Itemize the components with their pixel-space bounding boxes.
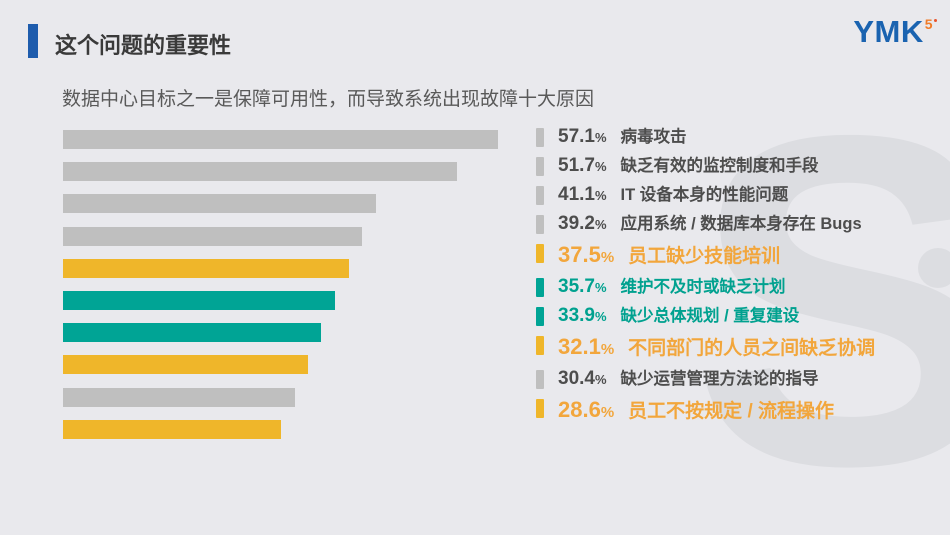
tick-dash	[536, 278, 544, 297]
item-percent: 57.1	[558, 126, 595, 147]
list-item: 30.4% 缺少运营管理方法论的指导	[536, 368, 892, 391]
percent-sign: %	[594, 372, 607, 387]
brand-logo-text: YMK	[853, 14, 924, 49]
tick-dash	[536, 244, 544, 263]
item-label: 维护不及时或缺乏计划	[620, 278, 786, 296]
chart-bar	[63, 420, 281, 439]
tick-dash	[536, 370, 544, 389]
item-label: 缺少总体规划 / 重复建设	[620, 307, 800, 325]
tick-dash	[536, 186, 544, 205]
list-item: 35.7% 维护不及时或缺乏计划	[536, 276, 892, 299]
item-label: 缺少运营管理方法论的指导	[620, 370, 819, 388]
percent-sign: %	[594, 217, 607, 232]
item-label: 不同部门的人员之间缺乏协调	[628, 338, 876, 359]
item-label: 病毒攻击	[620, 128, 687, 146]
list-item: 37.5% 员工缺少技能培训	[536, 242, 892, 270]
item-label: 员工不按规定 / 流程操作	[628, 401, 835, 422]
percent-sign: %	[600, 341, 615, 358]
item-label: 应用系统 / 数据库本身存在 Bugs	[620, 215, 862, 233]
chart-bar	[63, 291, 335, 310]
item-percent: 28.6	[558, 397, 601, 422]
reason-list: 57.1% 病毒攻击 51.7% 缺乏有效的监控制度和手段 41.1% IT 设备本身…	[536, 126, 892, 431]
chart-bar	[63, 227, 362, 246]
tick-dash	[536, 399, 544, 418]
item-percent: 37.5	[558, 242, 601, 267]
item-percent: 41.1	[558, 184, 595, 205]
list-item-text: 51.7% 缺乏有效的监控制度和手段	[558, 155, 892, 178]
item-label: IT 设备本身的性能问题	[620, 186, 789, 204]
list-item-text: 33.9% 缺少总体规划 / 重复建设	[558, 305, 892, 328]
percent-sign: %	[600, 249, 615, 266]
percent-sign: %	[594, 130, 607, 145]
list-item-text: 32.1% 不同部门的人员之间缺乏协调	[558, 334, 892, 362]
item-label: 员工缺少技能培训	[628, 246, 781, 267]
list-item: 32.1% 不同部门的人员之间缺乏协调	[536, 334, 892, 362]
tick-dash	[536, 336, 544, 355]
chart-bar	[63, 259, 349, 278]
item-percent: 30.4	[558, 368, 595, 389]
list-item-text: 37.5% 员工缺少技能培训	[558, 242, 892, 270]
slide-header: 这个问题的重要性 YMK5	[0, 0, 950, 70]
chart-bar	[63, 130, 498, 149]
chart-bar	[63, 388, 295, 407]
item-percent: 51.7	[558, 155, 595, 176]
chart-bar	[63, 194, 376, 213]
item-label: 缺乏有效的监控制度和手段	[620, 157, 819, 175]
list-item: 39.2% 应用系统 / 数据库本身存在 Bugs	[536, 213, 892, 236]
item-percent: 33.9	[558, 305, 595, 326]
chart-bar	[63, 162, 457, 181]
chart-bar	[63, 323, 321, 342]
list-item: 41.1% IT 设备本身的性能问题	[536, 184, 892, 207]
list-item-text: 57.1% 病毒攻击	[558, 126, 892, 149]
list-item: 28.6% 员工不按规定 / 流程操作	[536, 397, 892, 425]
list-item-text: 35.7% 维护不及时或缺乏计划	[558, 276, 892, 299]
tick-dash	[536, 128, 544, 147]
percent-sign: %	[594, 280, 607, 295]
list-item: 33.9% 缺少总体规划 / 重复建设	[536, 305, 892, 328]
tick-dash	[536, 157, 544, 176]
list-item-text: 39.2% 应用系统 / 数据库本身存在 Bugs	[558, 213, 892, 236]
list-item-text: 30.4% 缺少运营管理方法论的指导	[558, 368, 892, 391]
percent-sign: %	[600, 404, 615, 421]
brand-logo-superscript: 5	[924, 16, 933, 32]
brand-logo-dot-icon	[934, 19, 937, 22]
watermark-s-glyph: S	[691, 38, 950, 535]
item-percent: 35.7	[558, 276, 595, 297]
list-item: 57.1% 病毒攻击	[536, 126, 892, 149]
brand-logo: YMK5	[853, 14, 937, 50]
item-percent: 39.2	[558, 213, 595, 234]
bar-chart	[63, 130, 508, 445]
percent-sign: %	[594, 159, 607, 174]
list-item: 51.7% 缺乏有效的监控制度和手段	[536, 155, 892, 178]
watermark-dot	[918, 248, 950, 288]
list-item-text: 41.1% IT 设备本身的性能问题	[558, 184, 892, 207]
percent-sign: %	[594, 188, 607, 203]
tick-dash	[536, 307, 544, 326]
title-accent-bar	[28, 24, 38, 58]
tick-dash	[536, 215, 544, 234]
chart-bar	[63, 355, 308, 374]
list-item-text: 28.6% 员工不按规定 / 流程操作	[558, 397, 892, 425]
page-title: 这个问题的重要性	[55, 33, 232, 58]
percent-sign: %	[594, 309, 607, 324]
item-percent: 32.1	[558, 334, 601, 359]
slide-subtitle: 数据中心目标之一是保障可用性，而导致系统出现故障十大原因	[62, 89, 595, 110]
